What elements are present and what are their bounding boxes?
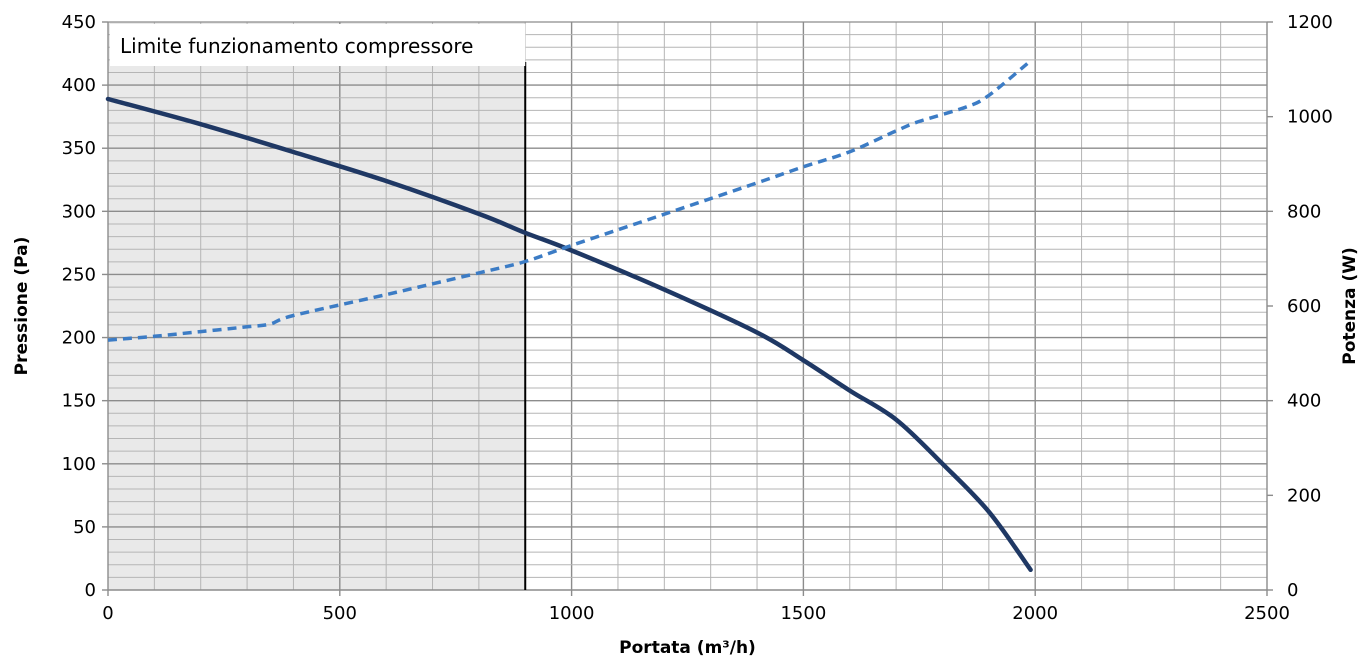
y-left-tick-label: 100: [62, 454, 96, 475]
pressure-curve: [105, 96, 1033, 573]
x-tick-label: 1500: [780, 603, 826, 624]
y-left-tick-label: 0: [85, 580, 96, 601]
y-left-tick-label: 250: [62, 264, 96, 285]
x-tick-label: 500: [323, 603, 357, 624]
y-right-tick-label: 200: [1287, 485, 1321, 506]
y-left-tick-label: 450: [62, 12, 96, 33]
power-curve: [107, 59, 1032, 342]
x-tick-label: 2000: [1012, 603, 1058, 624]
y-right-tick-label: 600: [1287, 296, 1321, 317]
x-axis-title: Portata (m³/h): [619, 638, 756, 658]
y-right-tick-label: 400: [1287, 391, 1321, 412]
y-right-tick-label: 800: [1287, 201, 1321, 222]
y-left-tick-label: 300: [62, 201, 96, 222]
x-tick-label: 2500: [1244, 603, 1290, 624]
y-right-tick-label: 1000: [1287, 107, 1333, 128]
y-left-tick-label: 400: [62, 75, 96, 96]
annotation-box: [110, 24, 526, 66]
x-tick-label: 1000: [549, 603, 595, 624]
annotation-label: Limite funzionamento compressore: [120, 34, 473, 58]
y-left-tick-label: 350: [62, 138, 96, 159]
y-right-tick-label: 0: [1287, 580, 1298, 601]
shaded-region: [108, 22, 526, 590]
y-axis-left-title: Pressione (Pa): [12, 237, 32, 376]
y-left-tick-label: 50: [73, 517, 96, 538]
y-right-tick-label: 1200: [1287, 12, 1333, 33]
y-axis-right-title: Potenza (W): [1340, 247, 1360, 364]
y-left-tick-label: 200: [62, 328, 96, 349]
y-left-tick-label: 150: [62, 391, 96, 412]
x-tick-label: 0: [102, 603, 113, 624]
